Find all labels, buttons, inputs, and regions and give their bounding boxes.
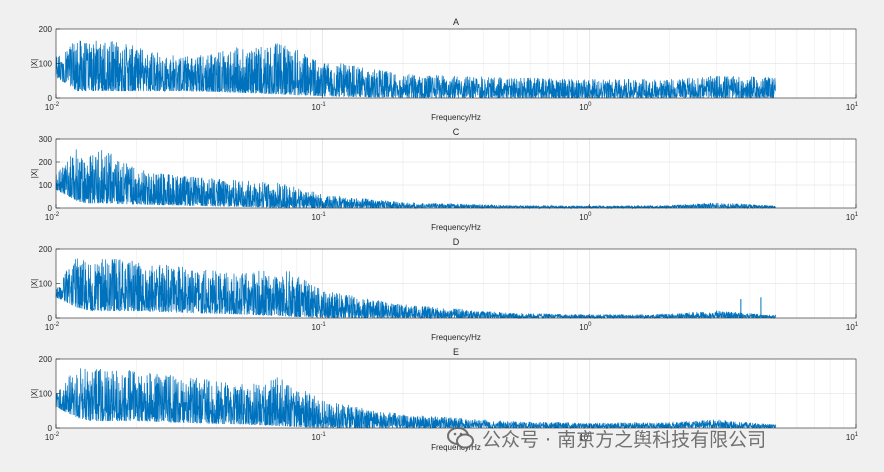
y-tick-label: 0 xyxy=(48,314,53,323)
y-tick-label: 100 xyxy=(39,280,53,289)
x-tick-label: 101 xyxy=(846,212,859,222)
watermark-text: 公众号 · 南京方之舆科技有限公司 xyxy=(482,428,767,451)
x-tick-exponent: -2 xyxy=(54,102,60,108)
x-tick-exponent: 1 xyxy=(855,432,859,438)
wechat-icon xyxy=(447,427,474,449)
x-tick-exponent: -1 xyxy=(320,322,326,328)
x-tick-exponent: 0 xyxy=(588,432,592,438)
y-tick-label: 200 xyxy=(39,355,53,364)
x-tick-label: 101 xyxy=(846,322,859,332)
x-axis-label: Frequency/Hz xyxy=(431,113,481,122)
x-tick-label: 100 xyxy=(579,432,592,442)
chart-title: E xyxy=(453,347,459,357)
y-tick-label: 0 xyxy=(48,94,53,103)
y-axis-label: |X| xyxy=(30,389,39,399)
x-axis-label: Frequency/Hz xyxy=(431,443,481,452)
y-tick-label: 200 xyxy=(39,25,53,34)
x-tick-exponent: 1 xyxy=(855,212,859,218)
x-tick-exponent: -1 xyxy=(320,432,326,438)
y-tick-label: 0 xyxy=(48,424,53,433)
x-tick-label: 101 xyxy=(846,102,859,112)
series-line xyxy=(55,368,777,430)
x-tick-exponent: 0 xyxy=(588,102,592,108)
x-tick-exponent: -2 xyxy=(54,212,60,218)
y-tick-label: 200 xyxy=(39,158,53,167)
x-tick-label: 101 xyxy=(846,432,859,442)
y-axis-label: |X| xyxy=(30,59,39,69)
x-tick-exponent: -2 xyxy=(54,322,60,328)
y-axis-label: |X| xyxy=(30,279,39,289)
x-tick-label: 100 xyxy=(579,212,592,222)
y-axis-label: |X| xyxy=(30,169,39,179)
x-tick-label: 10-1 xyxy=(312,432,327,442)
x-tick-exponent: 1 xyxy=(855,322,859,328)
x-tick-label: 10-2 xyxy=(45,212,60,222)
x-tick-exponent: -1 xyxy=(320,102,326,108)
x-tick-exponent: 1 xyxy=(855,102,859,108)
x-tick-label: 10-1 xyxy=(312,102,327,112)
y-tick-label: 300 xyxy=(39,135,53,144)
axes-box xyxy=(55,138,857,209)
x-tick-label: 10-1 xyxy=(312,322,327,332)
x-tick-label: 10-2 xyxy=(45,102,60,112)
x-tick-exponent: -2 xyxy=(54,432,60,438)
x-axis-label: Frequency/Hz xyxy=(431,223,481,232)
chart-title: C xyxy=(453,127,460,137)
watermark: 公众号 · 南京方之舆科技有限公司 xyxy=(446,424,766,452)
y-tick-label: 100 xyxy=(39,390,53,399)
x-axis-label: Frequency/Hz xyxy=(431,333,481,342)
x-tick-exponent: 0 xyxy=(588,212,592,218)
chart-title: D xyxy=(453,237,460,247)
x-tick-exponent: 0 xyxy=(588,322,592,328)
chart-title: A xyxy=(453,17,459,27)
y-tick-label: 0 xyxy=(48,204,53,213)
x-tick-label: 10-2 xyxy=(45,432,60,442)
y-tick-label: 100 xyxy=(39,60,53,69)
x-tick-exponent: -1 xyxy=(320,212,326,218)
series-line xyxy=(55,258,777,320)
y-tick-label: 200 xyxy=(39,245,53,254)
x-tick-label: 10-2 xyxy=(45,322,60,332)
x-tick-label: 10-1 xyxy=(312,212,327,222)
y-tick-label: 100 xyxy=(39,181,53,190)
x-tick-label: 100 xyxy=(579,322,592,332)
x-tick-label: 100 xyxy=(579,102,592,112)
